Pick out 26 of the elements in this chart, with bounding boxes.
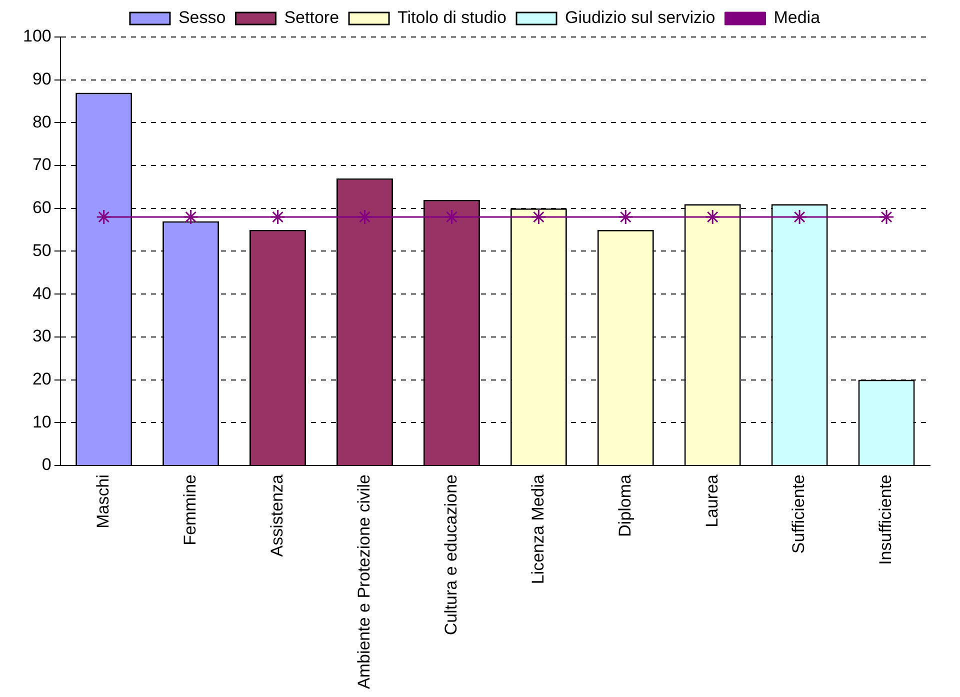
x-tick-label: Insufficiente xyxy=(876,474,896,565)
y-tick-label: 60 xyxy=(32,198,52,218)
x-tick-label: Sufficiente xyxy=(789,474,808,554)
y-tick-label: 90 xyxy=(32,70,52,89)
y-tick-label: 10 xyxy=(32,412,52,432)
y-tick-label: 70 xyxy=(32,155,52,174)
y-tick-label: 80 xyxy=(32,112,52,132)
legend-label: Giudizio sul servizio xyxy=(565,8,716,28)
y-tick-label: 100 xyxy=(22,26,52,46)
y-tick-label: 50 xyxy=(32,240,52,260)
legend-label: Sesso xyxy=(178,8,226,28)
x-tick-label: Assistenza xyxy=(267,474,286,557)
legend-label: Media xyxy=(774,8,821,28)
x-tick-label: Diploma xyxy=(615,474,634,537)
x-tick-label: Femmine xyxy=(180,474,200,546)
x-tick-label: Maschi xyxy=(94,474,113,528)
y-tick-label: 0 xyxy=(42,455,52,474)
legend-label: Settore xyxy=(284,8,340,28)
y-tick-label: 30 xyxy=(32,326,52,346)
x-tick-label: Laurea xyxy=(702,474,722,528)
legend-label: Titolo di studio xyxy=(398,8,507,28)
y-tick-label: 20 xyxy=(32,369,52,388)
x-tick-label: Cultura e educazione xyxy=(441,474,460,636)
x-tick-label: Ambiente e Protezione civile xyxy=(354,474,374,690)
y-tick-label: 40 xyxy=(32,284,52,303)
x-tick-label: Licenza Media xyxy=(528,474,548,584)
